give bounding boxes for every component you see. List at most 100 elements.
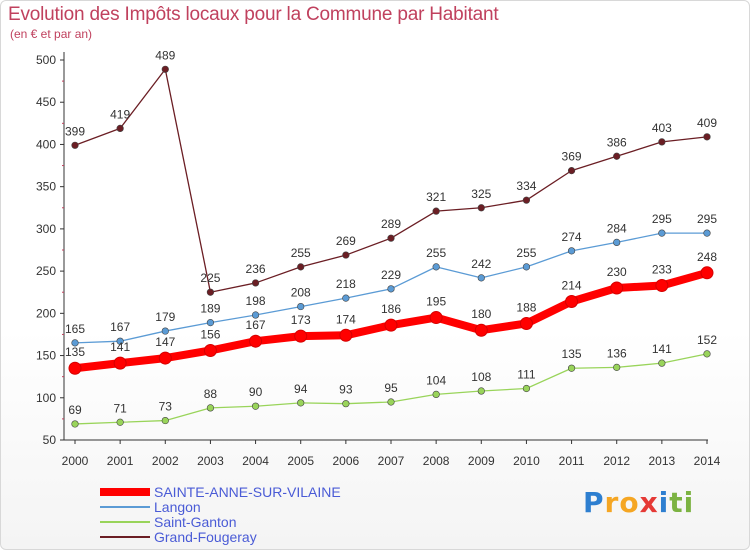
data-label: 141 bbox=[110, 340, 130, 354]
data-label: 108 bbox=[471, 370, 491, 384]
data-point bbox=[71, 420, 79, 428]
data-point bbox=[519, 316, 533, 330]
data-point bbox=[477, 274, 485, 282]
data-label: 141 bbox=[652, 342, 672, 356]
data-point bbox=[387, 285, 395, 293]
x-tick-label: 2007 bbox=[378, 454, 405, 468]
data-label: 295 bbox=[652, 212, 672, 226]
data-point bbox=[613, 238, 621, 246]
y-tick-label: 100 bbox=[36, 391, 56, 405]
data-label: 167 bbox=[110, 320, 130, 334]
data-label: 174 bbox=[336, 312, 356, 326]
data-label: 409 bbox=[697, 116, 717, 130]
data-point bbox=[206, 288, 215, 296]
data-label: 71 bbox=[113, 401, 127, 415]
data-point bbox=[206, 404, 215, 412]
data-label: 179 bbox=[155, 310, 175, 324]
y-tick-label: 400 bbox=[36, 137, 56, 151]
legend-item-grand-fougeray: Grand-Fougeray bbox=[100, 529, 400, 545]
data-label: 399 bbox=[65, 124, 85, 138]
logo-letter: P bbox=[583, 486, 605, 519]
legend-label: Langon bbox=[154, 499, 201, 515]
x-tick-label: 2003 bbox=[197, 454, 224, 468]
data-label: 195 bbox=[426, 295, 446, 309]
legend-swatch bbox=[100, 488, 150, 496]
data-point bbox=[567, 247, 576, 255]
data-label: 489 bbox=[155, 48, 175, 62]
data-label: 135 bbox=[562, 347, 582, 361]
data-point bbox=[251, 279, 260, 287]
logo-letter: i bbox=[658, 486, 670, 519]
data-point bbox=[703, 229, 711, 237]
data-label: 248 bbox=[697, 250, 717, 264]
data-point bbox=[567, 167, 576, 175]
data-point bbox=[249, 334, 263, 348]
data-label: 403 bbox=[652, 121, 672, 135]
legend-swatch bbox=[100, 506, 150, 508]
data-point bbox=[251, 311, 260, 319]
x-tick-label: 2002 bbox=[152, 454, 179, 468]
data-label: 419 bbox=[110, 107, 130, 121]
data-point bbox=[432, 263, 440, 271]
data-label: 255 bbox=[426, 246, 446, 260]
data-label: 321 bbox=[426, 190, 446, 204]
x-tick-label: 2010 bbox=[513, 454, 540, 468]
data-label: 229 bbox=[381, 268, 401, 282]
data-point bbox=[294, 329, 308, 343]
y-tick-label: 300 bbox=[36, 222, 56, 236]
legend-label: Saint-Ganton bbox=[154, 514, 237, 530]
data-label: 289 bbox=[381, 217, 401, 231]
data-point bbox=[339, 328, 353, 342]
data-label: 369 bbox=[562, 150, 582, 164]
x-tick-label: 2011 bbox=[559, 454, 585, 468]
data-point bbox=[477, 204, 485, 212]
data-point bbox=[432, 390, 440, 399]
data-point bbox=[658, 359, 666, 367]
data-label: 214 bbox=[562, 279, 582, 293]
data-point bbox=[161, 65, 169, 73]
data-label: 274 bbox=[562, 230, 582, 244]
data-point bbox=[203, 343, 217, 357]
logo-letter: o bbox=[619, 486, 640, 519]
y-tick-label: 350 bbox=[36, 180, 56, 194]
data-point bbox=[567, 364, 576, 372]
legend-item-langon: Langon bbox=[100, 499, 400, 515]
legend-swatch bbox=[100, 521, 150, 523]
data-label: 255 bbox=[516, 246, 536, 260]
data-label: 236 bbox=[246, 262, 266, 276]
data-label: 156 bbox=[200, 327, 220, 341]
data-label: 173 bbox=[291, 313, 311, 327]
data-point bbox=[703, 133, 711, 141]
data-point bbox=[71, 339, 79, 347]
legend-label: Grand-Fougeray bbox=[154, 529, 257, 545]
data-point bbox=[387, 398, 395, 406]
chart-title: Evolution des Impôts locaux pour la Comm… bbox=[8, 4, 499, 25]
data-label: 93 bbox=[339, 383, 353, 397]
data-label: 90 bbox=[249, 385, 263, 399]
legend-item-sainte-anne: SAINTE-ANNE-SUR-VILAINE bbox=[100, 484, 400, 500]
data-point bbox=[116, 337, 124, 345]
data-point bbox=[474, 323, 488, 337]
data-point bbox=[522, 196, 531, 204]
data-label: 69 bbox=[68, 403, 82, 417]
logo-letter: t bbox=[669, 486, 684, 519]
data-label: 135 bbox=[65, 345, 85, 359]
data-label: 189 bbox=[200, 302, 220, 316]
data-point bbox=[703, 350, 711, 358]
data-point bbox=[613, 363, 621, 371]
data-point bbox=[700, 266, 714, 280]
data-point bbox=[432, 207, 440, 215]
data-point bbox=[342, 294, 350, 302]
legend-label: SAINTE-ANNE-SUR-VILAINE bbox=[154, 484, 341, 500]
data-label: 284 bbox=[607, 221, 627, 235]
data-label: 104 bbox=[426, 373, 446, 387]
data-point bbox=[387, 234, 395, 242]
data-label: 188 bbox=[516, 300, 536, 314]
x-tick-label: 2001 bbox=[107, 454, 134, 468]
data-label: 198 bbox=[246, 294, 266, 308]
data-point bbox=[655, 278, 669, 292]
data-label: 230 bbox=[607, 265, 627, 279]
x-tick-label: 2000 bbox=[62, 454, 89, 468]
